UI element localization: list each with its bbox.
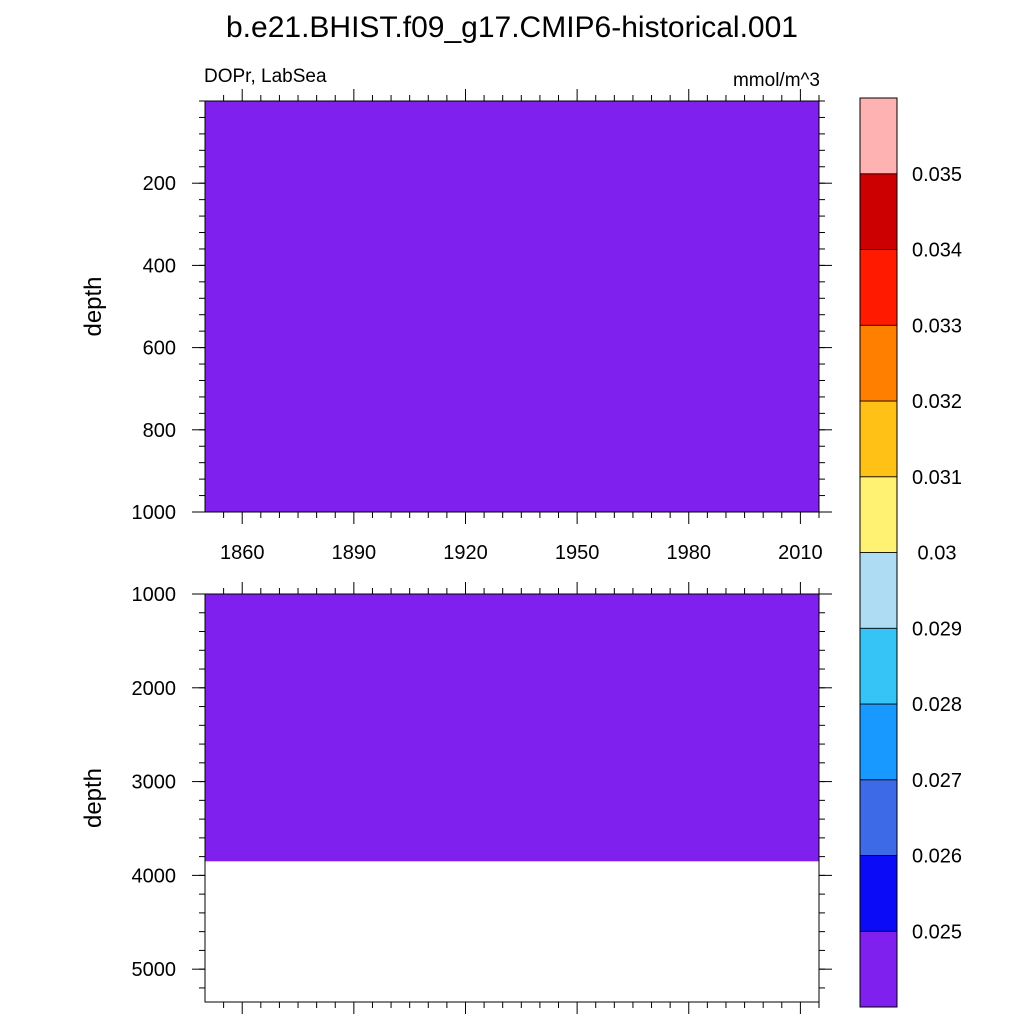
y-tick-label: 800 [143, 420, 176, 442]
x-tick-label: 1920 [443, 542, 488, 564]
colorbar-swatch [859, 324, 898, 402]
y-axis-label: depth [80, 768, 107, 828]
x-tick-label: 1890 [332, 542, 377, 564]
field-fill [205, 594, 819, 862]
y-axis-label: depth [80, 276, 107, 336]
variable-label: DOPr, LabSea [204, 66, 327, 87]
colorbar-swatch [859, 173, 898, 250]
colorbar-label: 0.035 [912, 164, 962, 186]
y-tick-label: 600 [143, 338, 176, 360]
panel-frame [204, 100, 820, 513]
colorbar-label: 0.028 [912, 694, 962, 716]
x-tick-label: 2010 [778, 542, 823, 564]
colorbar-label: 0.03 [918, 543, 957, 565]
colorbar-label: 0.027 [912, 770, 962, 792]
colorbar-label: 0.029 [912, 618, 962, 640]
colorbar-swatch [859, 552, 898, 629]
colorbar-label: 0.032 [912, 391, 962, 413]
colorbar-label: 0.033 [912, 315, 962, 337]
colorbar-label: 0.034 [912, 240, 962, 262]
x-tick-label: 1980 [667, 542, 712, 564]
panels: 200 400 600 800 1000 depth 1860 1890 1920 1950 198… [80, 89, 832, 1014]
colorbar: 0.025 0.026 0.027 0.028 0.029 0.03 0.031 0.032 0… [859, 97, 962, 1008]
y-tick-label: 200 [143, 173, 176, 195]
panel-frame [204, 593, 820, 1003]
x-tick-label: 1860 [220, 542, 265, 564]
colorbar-swatch [859, 400, 898, 478]
y-tick-label: 4000 [132, 865, 177, 887]
colorbar-swatch [859, 703, 898, 781]
units-label: mmol/m^3 [733, 70, 820, 91]
x-tick-label: 1950 [555, 542, 600, 564]
colorbar-swatch [859, 930, 898, 1008]
field-fill [205, 101, 819, 512]
colorbar-swatch [859, 855, 898, 932]
y-tick-label: 400 [143, 255, 176, 277]
y-tick-label: 1000 [132, 502, 177, 524]
y-tick-label: 1000 [132, 584, 177, 606]
colorbar-swatch [859, 779, 898, 856]
chart-title: b.e21.BHIST.f09_g17.CMIP6-historical.001 [226, 11, 798, 44]
colorbar-swatch [859, 249, 898, 326]
y-tick-label: 2000 [132, 678, 177, 700]
colorbar-label: 0.026 [912, 846, 962, 868]
colorbar-label: 0.031 [912, 467, 962, 489]
colorbar-swatch [859, 476, 898, 553]
colorbar-label: 0.025 [912, 921, 962, 943]
y-tick-label: 5000 [132, 959, 177, 981]
colorbar-frame [859, 97, 898, 1008]
colorbar-swatch [859, 627, 898, 705]
panel-1: 200 400 600 800 1000 depth 1860 1890 1920 1950 198… [80, 89, 832, 564]
y-tick-label: 3000 [132, 772, 177, 794]
colorbar-swatch [859, 97, 898, 175]
panel-2: 1000 2000 3000 4000 5000 depth [80, 582, 832, 1014]
